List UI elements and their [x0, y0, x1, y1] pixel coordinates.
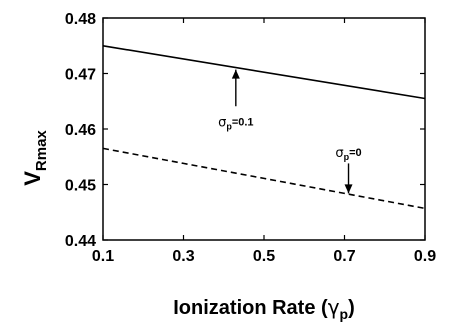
annotation-symbol: σ [335, 146, 343, 161]
plot-area [102, 17, 426, 241]
tick-labels: 0.1 0.3 0.5 0.7 0.9 0.44 0.45 0.46 0.47 0.48 [65, 11, 436, 265]
x-axis-title-close: ) [348, 297, 355, 319]
y-tick-label: 0.48 [65, 11, 96, 28]
annotations: σp=0.1σp=0 [218, 69, 362, 194]
x-axis-title-main: Ionization Rate ( [173, 297, 328, 319]
series-line-1 [102, 45, 426, 100]
annotation-label-1: σp=0.1 [218, 115, 253, 131]
x-tick-label: 0.9 [414, 248, 436, 265]
y-tick-label: 0.46 [65, 122, 96, 139]
y-tick-label: 0.47 [65, 67, 96, 84]
y-axis-title-main: V [20, 171, 45, 186]
annotation-value: =0.1 [232, 116, 254, 128]
annotation-value: =0 [349, 147, 362, 159]
series-group [102, 45, 426, 210]
annotation-subscript: p [344, 152, 350, 162]
y-tick-label: 0.44 [65, 233, 96, 250]
annotation-subscript: p [226, 121, 232, 131]
x-tick-label: 0.3 [172, 248, 194, 265]
y-axis-title-sub: Rmax [33, 130, 50, 172]
x-axis-title-sub: p [340, 306, 349, 322]
x-axis-title-symbol: γ [328, 295, 340, 319]
x-tick-label: 0.5 [253, 248, 275, 265]
axis-ticks [102, 17, 426, 241]
y-tick-label: 0.45 [65, 178, 96, 195]
x-axis-title: Ionization Rate (γp) [173, 295, 355, 322]
x-tick-label: 0.7 [333, 248, 355, 265]
annotation-label-2: σp=0 [335, 146, 361, 162]
annotation-symbol: σ [218, 115, 226, 130]
y-axis-title: VRmax [20, 130, 50, 186]
annotation-arrow-head [231, 69, 240, 79]
x-tick-label: 0.1 [92, 248, 114, 265]
annotation-arrow-head [344, 184, 353, 194]
series-line-2 [102, 147, 426, 210]
